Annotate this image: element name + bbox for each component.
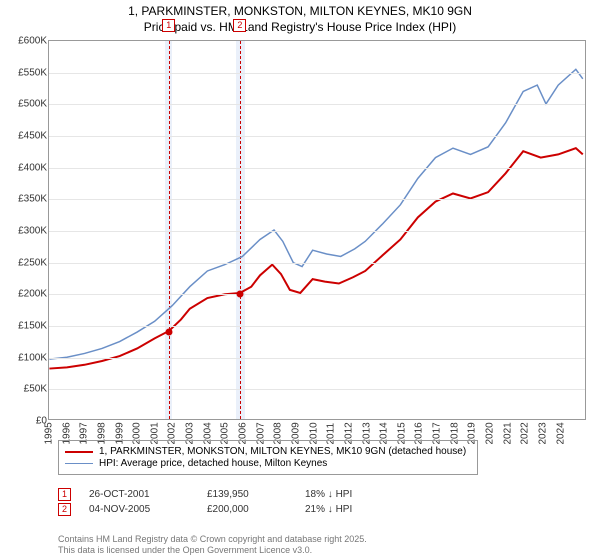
title-line2: Price paid vs. HM Land Registry's House …: [0, 20, 600, 36]
y-axis-label: £450K: [3, 131, 47, 142]
legend-item: 1, PARKMINSTER, MONKSTON, MILTON KEYNES,…: [65, 446, 471, 457]
y-gridline: [49, 326, 585, 327]
y-gridline: [49, 104, 585, 105]
legend-label: 1, PARKMINSTER, MONKSTON, MILTON KEYNES,…: [99, 446, 466, 457]
y-gridline: [49, 294, 585, 295]
y-gridline: [49, 358, 585, 359]
attribution: Contains HM Land Registry data © Crown c…: [58, 534, 367, 556]
legend-label: HPI: Average price, detached house, Milt…: [99, 458, 327, 469]
y-axis-label: £550K: [3, 67, 47, 78]
y-axis-label: £350K: [3, 194, 47, 205]
attribution-line2: This data is licensed under the Open Gov…: [58, 545, 367, 556]
series-hpi: [49, 69, 582, 359]
y-axis-label: £250K: [3, 257, 47, 268]
event-marker-2: 2: [58, 503, 71, 516]
event-table: 1 26-OCT-2001 £139,950 18% ↓ HPI 2 04-NOV-200…: [58, 486, 352, 518]
event-delta: 21% ↓ HPI: [305, 504, 352, 515]
legend-swatch: [65, 463, 93, 465]
x-axis-label: 2022: [520, 415, 531, 445]
x-axis-label: 2021: [502, 415, 513, 445]
y-gridline: [49, 73, 585, 74]
y-gridline: [49, 263, 585, 264]
event-delta: 18% ↓ HPI: [305, 489, 352, 500]
chart-title: 1, PARKMINSTER, MONKSTON, MILTON KEYNES,…: [0, 0, 600, 35]
y-axis-label: £400K: [3, 162, 47, 173]
y-axis-label: £500K: [3, 99, 47, 110]
title-line1: 1, PARKMINSTER, MONKSTON, MILTON KEYNES,…: [0, 4, 600, 20]
legend-swatch: [65, 451, 93, 453]
y-axis-label: £50K: [3, 384, 47, 395]
event-price: £139,950: [207, 489, 287, 500]
y-axis-label: £600K: [3, 36, 47, 47]
y-gridline: [49, 389, 585, 390]
y-gridline: [49, 168, 585, 169]
y-axis-label: £100K: [3, 352, 47, 363]
chart-plot-area: £0£50K£100K£150K£200K£250K£300K£350K£400…: [48, 40, 586, 420]
attribution-line1: Contains HM Land Registry data © Crown c…: [58, 534, 367, 545]
legend: 1, PARKMINSTER, MONKSTON, MILTON KEYNES,…: [58, 440, 478, 475]
event-row: 1 26-OCT-2001 £139,950 18% ↓ HPI: [58, 488, 352, 501]
event-marker-1: 1: [58, 488, 71, 501]
event-dot: [166, 329, 173, 336]
y-gridline: [49, 199, 585, 200]
y-axis-label: £200K: [3, 289, 47, 300]
event-date: 26-OCT-2001: [89, 489, 189, 500]
x-axis-label: 2024: [555, 415, 566, 445]
y-axis-label: £150K: [3, 321, 47, 332]
x-axis-label: 2023: [537, 415, 548, 445]
chart-lines: [49, 41, 585, 419]
event-price: £200,000: [207, 504, 287, 515]
y-axis-label: £0: [3, 416, 47, 427]
x-axis-label: 2020: [484, 415, 495, 445]
event-row: 2 04-NOV-2005 £200,000 21% ↓ HPI: [58, 503, 352, 516]
y-axis-label: £300K: [3, 226, 47, 237]
legend-item: HPI: Average price, detached house, Milt…: [65, 458, 471, 469]
event-marker-1: 1: [162, 19, 175, 32]
event-dot: [237, 291, 244, 298]
event-date: 04-NOV-2005: [89, 504, 189, 515]
x-axis-label: 1995: [44, 415, 55, 445]
event-marker-2: 2: [233, 19, 246, 32]
y-gridline: [49, 231, 585, 232]
y-gridline: [49, 136, 585, 137]
